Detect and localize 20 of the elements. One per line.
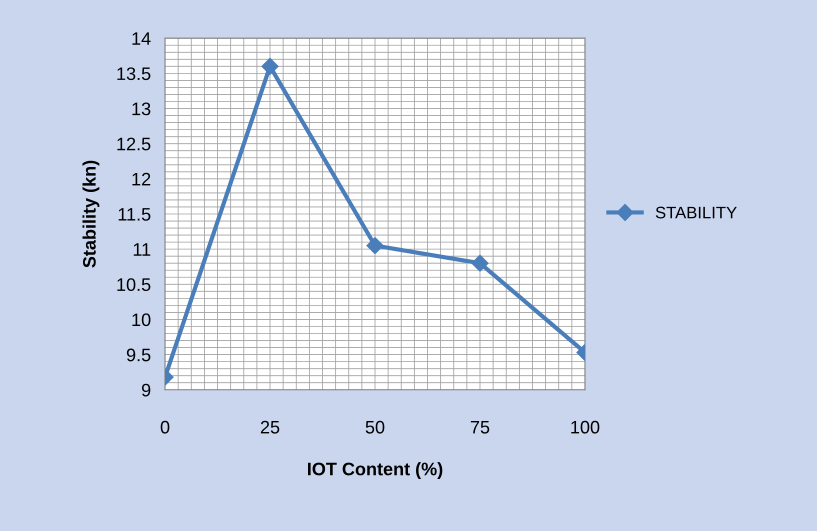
y-tick-label: 12.5 [117,138,150,150]
x-tick-label: 100 [571,420,600,434]
x-tick-label: 0 [160,420,170,434]
y-tick-label: 10 [132,313,150,326]
x-axis-title: IOT Content (%) [308,462,442,479]
y-tick-label: 9 [142,384,150,396]
y-tick-label: 9.5 [126,348,150,362]
y-tick-label: 10.5 [117,278,150,292]
y-tick-label: 12 [132,172,150,186]
y-tick-label: 13.5 [117,67,150,80]
y-axis-title: Stability (kn) [82,160,100,268]
y-tick-label: 11.5 [118,208,150,221]
y-tick-label: 14 [132,32,151,45]
point [366,237,384,254]
legend-label: STABILITY [656,206,737,218]
x-tick-label: 75 [470,420,490,434]
y-tick-label: 11 [134,243,150,256]
x-tick-label: 25 [260,420,280,434]
x-tick-label: 50 [366,420,384,434]
y-tick-label: 13 [132,102,150,116]
